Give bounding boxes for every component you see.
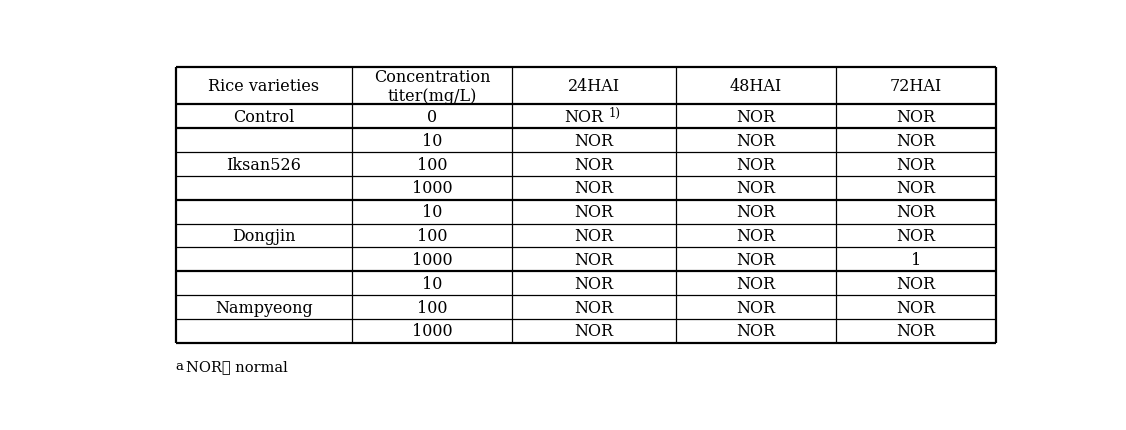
Text: 100: 100 [417,227,447,245]
Text: Control: Control [233,109,295,126]
Text: 10: 10 [422,204,443,221]
Text: NOR: NOR [736,275,776,292]
Text: 1: 1 [911,251,921,268]
Text: a: a [176,359,184,372]
Text: NOR: NOR [896,227,936,245]
Text: 24HAI: 24HAI [568,78,620,95]
Text: NOR: NOR [896,109,936,126]
Text: NOR: NOR [736,132,776,149]
Text: NOR: NOR [736,322,776,340]
Text: NOR： normal: NOR： normal [186,359,288,374]
Text: NOR: NOR [736,251,776,268]
Text: NOR: NOR [564,109,604,126]
Text: NOR: NOR [574,132,614,149]
Text: 1): 1) [609,107,620,120]
Text: 10: 10 [422,132,443,149]
Text: NOR: NOR [896,132,936,149]
Text: NOR: NOR [574,322,614,340]
Text: NOR: NOR [574,156,614,173]
Text: 72HAI: 72HAI [890,78,942,95]
Text: NOR: NOR [574,299,614,316]
Text: NOR: NOR [896,156,936,173]
Text: NOR: NOR [574,251,614,268]
Text: NOR: NOR [736,180,776,197]
Text: 100: 100 [417,299,447,316]
Text: NOR: NOR [896,322,936,340]
Text: NOR: NOR [736,156,776,173]
Text: NOR: NOR [896,299,936,316]
Text: 1000: 1000 [412,322,453,340]
Text: 0: 0 [427,109,437,126]
Text: Iksan526: Iksan526 [226,156,302,173]
Text: NOR: NOR [736,204,776,221]
Text: Dongjin: Dongjin [232,227,296,245]
Text: NOR: NOR [736,299,776,316]
Text: 10: 10 [422,275,443,292]
Text: 1000: 1000 [412,251,453,268]
Text: NOR: NOR [574,275,614,292]
Text: NOR: NOR [736,227,776,245]
Text: NOR: NOR [574,204,614,221]
Text: NOR: NOR [896,275,936,292]
Text: NOR: NOR [896,180,936,197]
Text: NOR: NOR [896,204,936,221]
Text: NOR: NOR [574,180,614,197]
Text: 1000: 1000 [412,180,453,197]
Text: Rice varieties: Rice varieties [208,78,320,95]
Text: Concentration
titer(mg/L): Concentration titer(mg/L) [374,68,490,105]
Text: NOR: NOR [574,227,614,245]
Text: 48HAI: 48HAI [730,78,783,95]
Text: NOR: NOR [736,109,776,126]
Text: Nampyeong: Nampyeong [215,299,313,316]
Text: 100: 100 [417,156,447,173]
